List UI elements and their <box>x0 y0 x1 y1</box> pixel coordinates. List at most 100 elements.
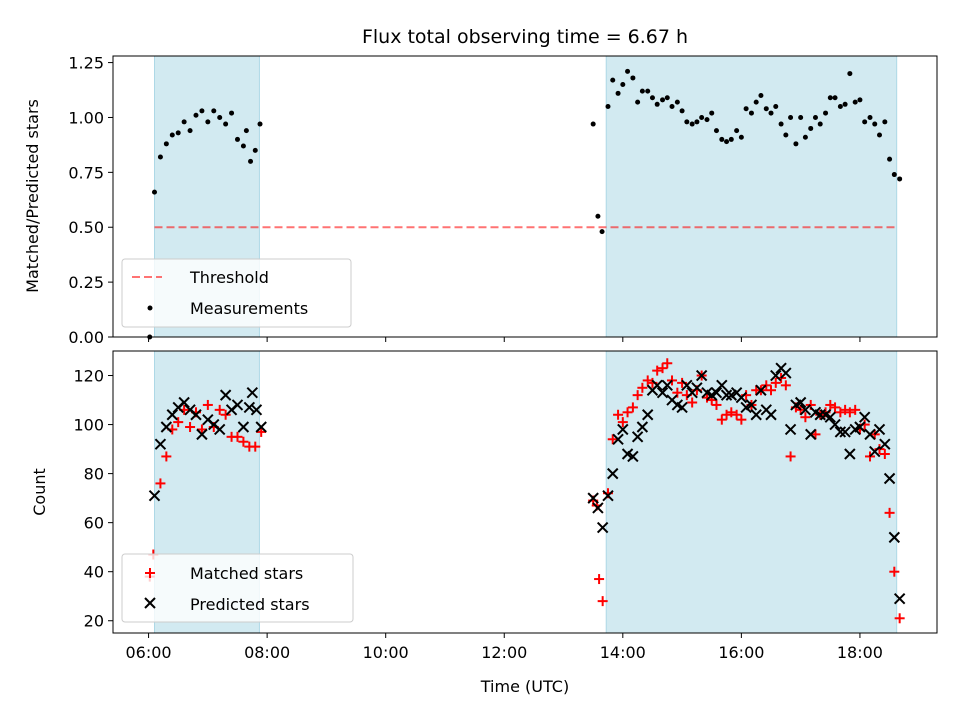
predicted-star-stroke <box>250 404 263 416</box>
predicted-star-point <box>160 421 173 433</box>
matched-star-point <box>238 436 249 447</box>
predicted-star-stroke <box>587 492 599 504</box>
measurement-point <box>852 99 858 105</box>
predicted-star-point <box>829 418 841 431</box>
ratio-y-axis-label: Matched/Predicted stars <box>23 99 42 293</box>
chart-title: Flux total observing time = 6.67 h <box>362 26 688 48</box>
predicted-star-stroke <box>780 367 792 379</box>
matched-star-point <box>785 451 796 462</box>
matched-star-point <box>173 417 184 428</box>
measurement-point <box>211 108 217 114</box>
measurement-point <box>748 110 754 116</box>
measurement-point <box>689 121 695 127</box>
count-legend-box <box>121 553 354 623</box>
measurement-point <box>837 103 843 109</box>
count-panel-frame <box>112 350 938 634</box>
predicted-star-stroke <box>178 396 190 409</box>
measurement-point <box>823 110 829 116</box>
measurement-point <box>704 117 710 123</box>
predicted-star-stroke <box>681 379 693 392</box>
predicted-star-stroke <box>656 386 669 399</box>
measurement-point <box>897 176 903 182</box>
predicted-star-point <box>794 396 807 409</box>
predicted-star-stroke <box>888 531 901 544</box>
measurement-point <box>783 132 789 138</box>
predicted-star-point <box>636 421 649 433</box>
measurement-point <box>151 189 157 195</box>
count-legend: Matched stars Predicted stars <box>121 553 354 623</box>
matched-star-point <box>613 409 624 420</box>
measurements-legend-swatch <box>147 305 153 311</box>
measurement-point <box>802 134 808 140</box>
measurement-point <box>758 93 764 99</box>
x-axis-label: Time (UTC) <box>480 677 569 696</box>
predicted-star-stroke <box>834 426 847 438</box>
predicted-star-stroke <box>750 409 762 421</box>
measurement-point <box>679 108 685 114</box>
predicted-star-stroke <box>202 413 214 426</box>
measurement-point <box>217 114 223 120</box>
predicted-legend-label: Predicted stars <box>190 595 310 614</box>
predicted-star-point <box>617 423 629 436</box>
matched-legend-swatch <box>145 568 155 578</box>
matched-star-point <box>800 412 811 423</box>
ratio-panel: 0.00 0.25 0.50 0.75 1.00 1.25 Matched/Predict… <box>23 54 938 347</box>
measurement-point <box>590 121 596 127</box>
y-tick-label: 0.50 <box>68 218 104 237</box>
matched-star-point <box>617 417 628 428</box>
predicted-star-point <box>784 423 797 436</box>
matched-star-point <box>652 365 663 376</box>
predicted-star-point <box>661 379 673 392</box>
measurement-point <box>599 229 605 235</box>
measurement-point <box>753 99 759 105</box>
predicted-star-stroke <box>873 423 886 436</box>
measurement-point <box>257 121 263 127</box>
observing-window-shades <box>153 55 898 338</box>
x-tick-label: 08:00 <box>244 643 290 662</box>
measurement-point <box>798 114 804 120</box>
predicted-star-point <box>695 369 708 382</box>
matched-star-point <box>766 385 777 396</box>
predicted-star-stroke <box>824 411 837 423</box>
predicted-star-stroke <box>879 438 891 450</box>
matched-star-point <box>662 358 673 369</box>
matched-star-point <box>256 426 267 437</box>
x-tick-label: 16:00 <box>718 643 764 662</box>
observing-window-shade <box>605 55 898 338</box>
matched-star-point <box>597 596 608 607</box>
predicted-star-point <box>883 472 896 485</box>
measurement-point <box>876 132 882 138</box>
predicted-legend-swatch <box>144 597 156 609</box>
count-x-ticks: 06:00 08:00 10:00 12:00 14:00 16:00 18:00 <box>126 633 883 662</box>
measurement-point <box>669 103 675 109</box>
measurement-point <box>817 121 823 127</box>
matched-star-point <box>711 399 722 410</box>
measurement-point <box>664 95 670 101</box>
predicted-star-point <box>716 379 728 392</box>
predicted-star-stroke <box>829 418 841 431</box>
predicted-star-point <box>607 467 619 480</box>
measurement-point <box>649 95 655 101</box>
predicted-star-stroke <box>190 409 202 421</box>
measurement-point <box>778 121 784 127</box>
predicted-star-point <box>250 404 263 416</box>
predicted-star-point <box>750 409 762 421</box>
predicted-star-point <box>231 399 244 411</box>
measurement-point <box>699 114 705 120</box>
predicted-star-point <box>166 409 178 421</box>
y-tick-label: 20 <box>84 612 104 631</box>
measurement-point <box>193 112 199 118</box>
predicted-star-point <box>243 401 256 414</box>
predicted-star-stroke <box>770 369 782 382</box>
predicted-star-point <box>196 428 208 441</box>
measurement-point <box>709 110 715 116</box>
measurement-point <box>842 101 848 107</box>
measurement-point <box>223 121 229 127</box>
predicted-star-point <box>596 521 609 534</box>
measurements-legend-label: Measurements <box>190 299 308 318</box>
matched-star-point <box>731 409 742 420</box>
y-tick-label: 60 <box>84 514 104 533</box>
x-tick-label: 10:00 <box>363 643 409 662</box>
y-tick-label: 0.00 <box>68 328 104 347</box>
predicted-star-stroke <box>671 399 684 411</box>
